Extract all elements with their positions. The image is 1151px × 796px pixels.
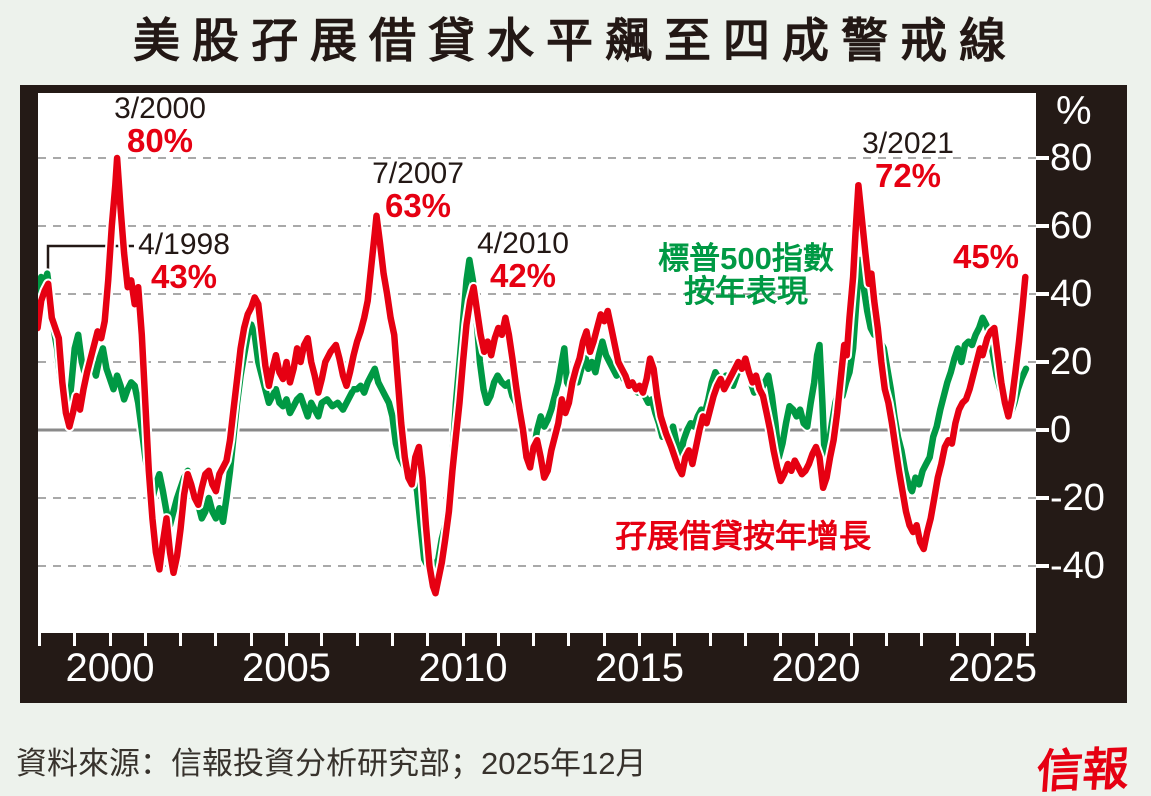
x-axis-label: 2010 [418,646,508,690]
legend-sp500-line2: 按年表現 [683,274,808,310]
x-axis-tick [532,633,536,646]
legend-sp500-line1: 標普500指數 [658,241,834,276]
x-axis-tick [920,633,924,646]
annotation-value: 72% [874,157,942,195]
x-axis-tick [638,633,641,646]
legend-margin-debt: 孖展借貸按年增長 [614,518,872,554]
y-axis-tick [1036,428,1049,432]
sp500-line [38,256,1030,583]
x-axis-tick [496,633,500,646]
x-axis-tick [108,633,112,646]
annotation-latest-45: 45% [952,238,1020,275]
page-title: 美股孖展借貸水平飆至四成警戒線 [133,14,1018,67]
legend-sp500: 標普500指數 按年表現 [658,242,834,308]
x-axis-tick [320,633,324,646]
annotation-3-2000: 3/2000 80% [114,93,206,159]
x-axis-tick [991,633,994,646]
x-axis-tick [143,633,147,646]
x-axis-tick [426,633,430,646]
x-axis-label: 2005 [242,646,331,690]
x-axis-tick [743,633,747,646]
annotation-value: 63% [384,187,452,225]
x-axis-tick [708,633,712,646]
x-axis-tick [955,633,959,646]
annotation-date: 4/1998 [138,228,230,261]
x-axis-tick [673,633,677,646]
annotation-3-2021: 3/2021 72% [862,128,954,194]
annotation-date: 3/2021 [862,127,954,160]
annotation-value: 80% [126,122,194,160]
x-axis-tick [390,633,394,646]
x-axis-tick [355,633,359,646]
annotation-4-1998: 4/1998 43% [138,229,230,295]
x-axis-tick [602,633,606,646]
y-axis-tick [1036,156,1049,160]
x-axis-label: 2020 [771,646,861,690]
y-axis-tick [1036,564,1049,568]
hkej-logo: 信報 [1034,741,1131,796]
x-axis-tick [885,633,889,646]
x-axis-tick [1026,633,1030,646]
annotation-7-2007: 7/2007 63% [372,158,464,224]
x-axis-tick [214,633,218,646]
y-axis-label: -20 [1050,477,1105,519]
y-axis-label: 20 [1050,341,1093,383]
x-axis-tick [814,633,818,646]
y-axis-label: 0 [1050,409,1072,451]
y-axis-label: -40 [1050,545,1105,587]
x-axis-tick [849,633,853,646]
annotation-value: 45% [952,238,1020,275]
annotation-date: 7/2007 [372,157,464,190]
x-axis-tick [779,633,783,646]
y-axis-tick [1036,496,1049,500]
y-axis-tick [1036,224,1049,228]
y-axis-unit-label: % [1056,89,1092,133]
x-axis-tick [73,633,77,646]
x-axis-tick [567,633,571,646]
x-axis-tick [461,633,465,646]
x-axis-tick [285,633,288,646]
annotation-value: 42% [489,257,557,295]
x-axis-tick [179,633,183,646]
y-axis-label: 80 [1050,137,1093,179]
annotation-date: 4/2010 [477,227,569,260]
x-axis-label: 2025 [948,646,1037,690]
line-chart [38,152,1036,599]
y-axis-tick [1036,360,1049,364]
y-axis-label: 60 [1050,205,1093,247]
y-axis-label: 40 [1050,273,1093,315]
x-axis-label: 2000 [65,646,155,690]
annotation-date: 3/2000 [114,92,206,125]
x-axis-label: 2015 [595,646,684,690]
y-axis-tick [1036,292,1049,296]
source-note: 資料來源：信報投資分析研究部；2025年12月 [16,746,647,781]
margin-debt-line [38,154,1029,597]
x-axis-tick [249,633,253,646]
annotation-4-2010: 4/2010 42% [477,228,569,294]
annotation-value: 43% [150,258,218,296]
x-axis-tick [37,633,41,646]
series-casing [38,152,1031,599]
